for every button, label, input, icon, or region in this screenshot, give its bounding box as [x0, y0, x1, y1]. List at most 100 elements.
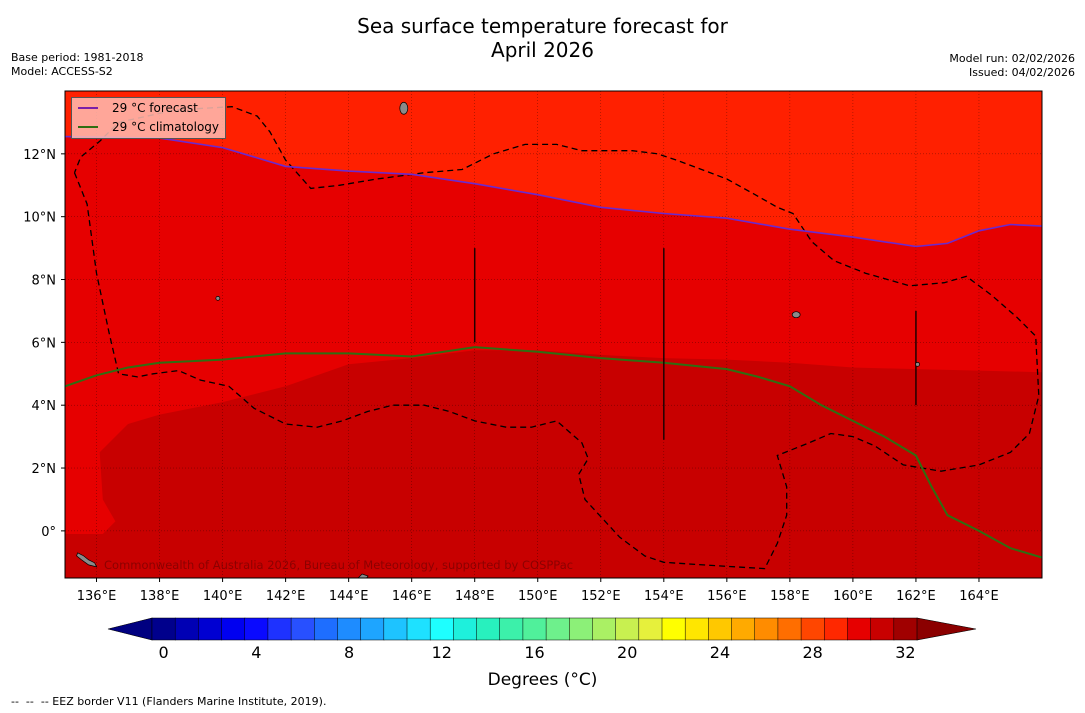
forecast-29-contour [65, 135, 1042, 248]
colorbar-tick-label: 8 [344, 643, 354, 662]
island [76, 552, 98, 568]
lat-tick-label: 12°N [23, 148, 56, 163]
legend-forecast-label: 29 °C forecast [112, 101, 198, 115]
colorbar-segment [290, 617, 315, 641]
colorbar-segment [314, 617, 339, 641]
model-run: Model run: 02/02/2026 [949, 52, 1075, 65]
colorbar-segment [638, 617, 663, 641]
meta-left: Base period: 1981-2018 Model: ACCESS-S2 [11, 51, 143, 79]
lon-tick-label: 140°E [203, 589, 243, 604]
base-period: Base period: 1981-2018 [11, 51, 144, 64]
lat-tick-label: 0° [41, 525, 56, 540]
colorbar-tick-label: 20 [617, 643, 637, 662]
legend-climatology: 29 °C climatology [78, 119, 219, 135]
lon-tick-label: 144°E [329, 589, 369, 604]
colorbar-segment [429, 617, 454, 641]
colorbar-segment [360, 617, 385, 641]
colorbar-tick-label: 4 [251, 643, 261, 662]
lat-tick-label: 10°N [23, 211, 56, 226]
legend-forecast: 29 °C forecast [78, 100, 198, 116]
model-name: Model: ACCESS-S2 [11, 65, 113, 78]
colorbar-tick-label: 24 [710, 643, 730, 662]
credit-text: Commonwealth of Australia 2026, Bureau o… [104, 558, 574, 572]
eez-border [73, 106, 1040, 570]
island [65, 294, 66, 297]
graticule [65, 91, 1042, 578]
map-plot-area[interactable] [59, 91, 1042, 580]
lon-tick-label: 154°E [644, 589, 684, 604]
lon-tick-label: 158°E [770, 589, 810, 604]
colorbar-segment [731, 617, 756, 641]
lon-tick-label: 150°E [518, 589, 558, 604]
climatology-29-contour [65, 346, 1042, 559]
colorbar-over-arrow [916, 617, 977, 641]
colorbar-tick-label: 12 [432, 643, 452, 662]
colorbar-under-arrow [107, 617, 153, 641]
colorbar-segment [893, 617, 918, 641]
latitude-axis: 12°N 10°N 8°N 6°N 4°N 2°N 0° [23, 148, 65, 540]
colorbar-segment [708, 617, 733, 641]
colorbar-segment [800, 617, 825, 641]
lat-tick-label: 6°N [32, 336, 57, 351]
colorbar-segment [777, 617, 802, 641]
colorbar: 0 4 8 12 16 20 24 28 32 [107, 617, 977, 662]
title-line-1: Sea surface temperature forecast for [357, 14, 728, 38]
island [399, 101, 409, 115]
lat-tick-label: 4°N [32, 399, 57, 414]
lon-tick-label: 156°E [707, 589, 747, 604]
colorbar-segment [406, 617, 431, 641]
island [215, 296, 221, 301]
map-title: Sea surface temperature forecast for Apr… [0, 14, 1085, 62]
sst-30-region [65, 350, 1042, 578]
lon-tick-label: 164°E [959, 589, 999, 604]
colorbar-segment [592, 617, 617, 641]
lat-tick-label: 8°N [32, 274, 57, 289]
issued-date: Issued: 04/02/2026 [968, 66, 1075, 79]
colorbar-segment [337, 617, 362, 641]
island [915, 361, 920, 367]
colorbar-tick-label: 16 [524, 643, 544, 662]
colorbar-segment [522, 617, 547, 641]
plot-frame [64, 90, 1043, 579]
longitude-axis: 136°E 138°E 140°E 142°E 144°E 146°E 148°E 150°E… [77, 578, 999, 604]
colorbar-segment [615, 617, 640, 641]
lon-tick-label: 138°E [140, 589, 180, 604]
lon-tick-label: 162°E [896, 589, 936, 604]
island [791, 311, 801, 319]
colorbar-segment [453, 617, 478, 641]
colorbar-segment [824, 617, 849, 641]
lon-tick-label: 146°E [392, 589, 432, 604]
meta-right: Model run: 02/02/2026 Issued: 04/02/2026 [949, 52, 1075, 80]
lon-tick-label: 160°E [833, 589, 873, 604]
colorbar-segment [244, 617, 269, 641]
colorbar-tick-label: 28 [803, 643, 823, 662]
data-artifacts [473, 248, 917, 440]
colorbar-segment [198, 617, 223, 641]
colorbar-segment [545, 617, 570, 641]
island [357, 573, 369, 578]
colorbar-segment [870, 617, 895, 641]
colorbar-tick-label: 0 [158, 643, 168, 662]
colorbar-segment [174, 617, 199, 641]
colorbar-segment [847, 617, 872, 641]
eez-footnote: -- -- -- EEZ border V11 (Flanders Marine… [11, 695, 327, 708]
colorbar-segment [499, 617, 524, 641]
legend-climatology-swatch [78, 126, 98, 128]
colorbar-segment [151, 617, 176, 641]
lat-tick-label: 2°N [32, 462, 57, 477]
lon-tick-label: 148°E [455, 589, 495, 604]
colorbar-tick-label: 32 [895, 643, 915, 662]
colorbar-segment [476, 617, 501, 641]
colorbar-segment [569, 617, 594, 641]
colorbar-title: Degrees (°C) [487, 670, 598, 690]
colorbar-segment [754, 617, 779, 641]
contour-legend: 29 °C forecast 29 °C climatology [71, 97, 226, 139]
title-line-2: April 2026 [491, 38, 594, 62]
colorbar-segment [267, 617, 292, 641]
legend-forecast-swatch [78, 107, 98, 109]
colorbar-segment [221, 617, 246, 641]
colorbar-segment [383, 617, 408, 641]
lon-tick-label: 152°E [581, 589, 621, 604]
lon-tick-label: 136°E [77, 589, 117, 604]
